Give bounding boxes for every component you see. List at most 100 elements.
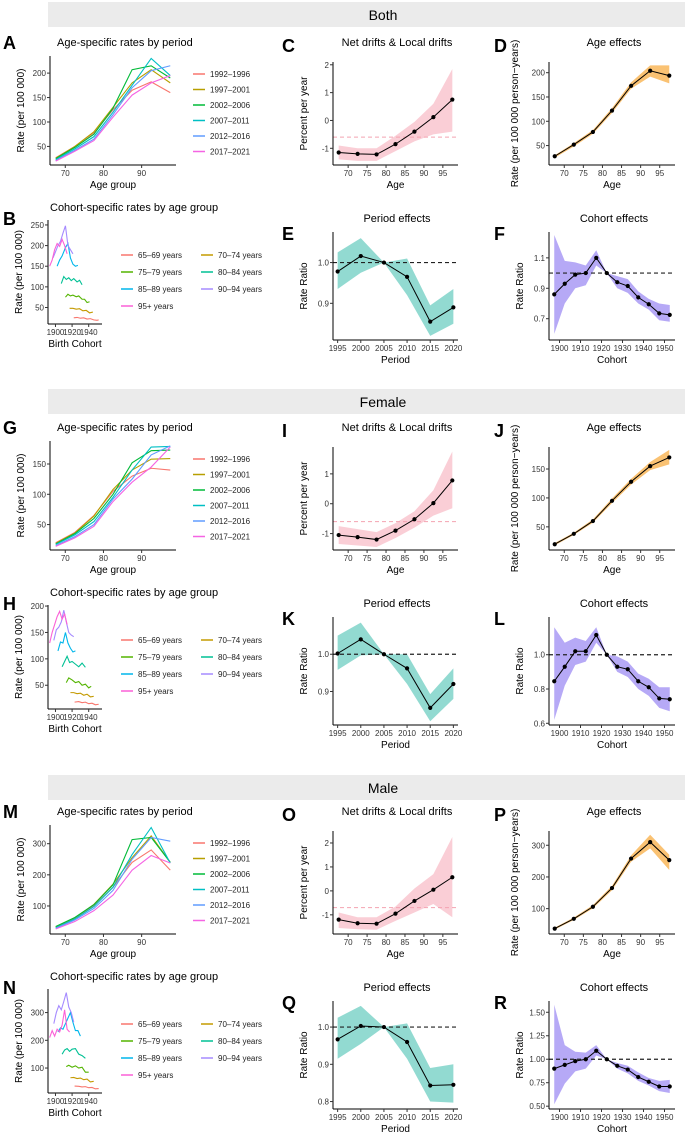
x-axis-label: Age bbox=[387, 180, 405, 191]
legend-item: 2002–2006 bbox=[193, 101, 251, 110]
panel-title: Net drifts & Local drifts bbox=[342, 422, 453, 434]
legend-label: 2007–2011 bbox=[210, 502, 250, 511]
y-tick-label: 0.9 bbox=[318, 299, 330, 308]
y-tick-label: 0.6 bbox=[534, 719, 546, 728]
legend-item: 85–89 years bbox=[121, 670, 182, 679]
y-axis-label: Rate (per 100 000) bbox=[14, 615, 25, 699]
section-header-bar bbox=[48, 2, 685, 27]
estimate-point bbox=[636, 1074, 641, 1080]
estimate-point bbox=[648, 463, 653, 469]
section-header-label: Female bbox=[360, 394, 407, 410]
y-tick-label: 0.75 bbox=[529, 1079, 545, 1088]
estimate-point bbox=[412, 129, 417, 134]
legend-label: 1997–2001 bbox=[210, 86, 251, 95]
legend-label: 2002–2006 bbox=[210, 101, 251, 110]
series-line-5 bbox=[55, 446, 171, 547]
x-tick-label: 90 bbox=[419, 169, 428, 178]
y-axis-label: Percent per year bbox=[299, 76, 310, 151]
x-tick-label: 1995 bbox=[329, 1113, 347, 1122]
legend-item: 2012–2016 bbox=[193, 901, 251, 910]
y-tick-label: 150 bbox=[31, 628, 45, 637]
panel-letter: C bbox=[282, 36, 295, 56]
panel-a: A Age-specific rates by period 70 80 90 50 100… bbox=[3, 33, 251, 191]
series-line-5 bbox=[55, 75, 171, 162]
panel-letter: J bbox=[494, 421, 504, 441]
y-tick-label: 1.0 bbox=[318, 259, 330, 268]
legend-item: 2017–2021 bbox=[193, 533, 251, 542]
estimate-line bbox=[337, 1025, 454, 1087]
series-line-0 bbox=[74, 1085, 99, 1090]
estimate-point bbox=[450, 478, 455, 483]
panel-title: Period effects bbox=[363, 213, 431, 225]
panel-letter: P bbox=[494, 805, 506, 825]
legend-label: 75–79 years bbox=[138, 653, 182, 662]
x-tick-label: 1910 bbox=[572, 1113, 590, 1122]
estimate-point bbox=[625, 1067, 630, 1072]
estimate-line bbox=[554, 70, 670, 157]
panel-letter: A bbox=[3, 33, 16, 53]
legend-label: 2017–2021 bbox=[210, 148, 251, 157]
x-tick-label: 85 bbox=[617, 169, 626, 178]
x-tick-label: 1930 bbox=[614, 344, 632, 353]
estimate-point bbox=[431, 501, 436, 506]
estimate-point bbox=[381, 260, 387, 265]
estimate-point bbox=[609, 885, 615, 891]
legend-item: 2012–2016 bbox=[193, 517, 251, 526]
legend-label: 2012–2016 bbox=[210, 132, 251, 141]
panel-title: Period effects bbox=[363, 982, 431, 994]
estimate-point bbox=[335, 1037, 340, 1042]
estimate-point bbox=[636, 679, 641, 684]
y-tick-label: 100 bbox=[33, 490, 47, 499]
estimate-point bbox=[404, 1039, 410, 1045]
legend-label: 75–79 years bbox=[138, 268, 182, 277]
y-axis-label: Rate Ratio bbox=[515, 1031, 526, 1079]
legend-item: 2017–2021 bbox=[193, 917, 251, 926]
legend-item: 2002–2006 bbox=[193, 870, 251, 879]
panel-letter: F bbox=[494, 224, 505, 244]
panel-title: Age effects bbox=[587, 37, 642, 49]
legend-label: 90–94 years bbox=[218, 1054, 262, 1063]
x-tick-label: 80 bbox=[598, 169, 607, 178]
estimate-point bbox=[562, 281, 567, 286]
y-tick-label: 0.7 bbox=[534, 315, 546, 324]
y-axis-label: Percent per year bbox=[299, 461, 310, 536]
estimate-point bbox=[450, 875, 455, 880]
estimate-point bbox=[552, 1066, 557, 1071]
confidence-band bbox=[554, 834, 670, 930]
legend-label: 70–74 years bbox=[218, 1020, 262, 1029]
estimate-point bbox=[590, 518, 596, 524]
x-tick-label: 1900 bbox=[47, 1097, 65, 1106]
confidence-band bbox=[554, 449, 670, 546]
estimate-point bbox=[628, 479, 634, 484]
legend-item: 65–69 years bbox=[121, 251, 182, 260]
estimate-point bbox=[657, 1084, 662, 1089]
estimate-point bbox=[594, 1048, 599, 1053]
panel-letter: R bbox=[494, 993, 507, 1013]
estimate-point bbox=[358, 253, 363, 259]
x-tick-label: 2000 bbox=[352, 1113, 370, 1122]
y-tick-label: -1 bbox=[322, 530, 330, 539]
y-tick-label: 50 bbox=[37, 142, 46, 151]
x-tick-label: 1910 bbox=[572, 729, 590, 738]
y-axis-label: Rate Ratio bbox=[299, 262, 310, 310]
y-axis-label: Rate (per 100 000) bbox=[16, 69, 27, 153]
legend-label: 1997–2001 bbox=[210, 855, 251, 864]
legend-item: 90–94 years bbox=[201, 670, 262, 679]
series-line-0 bbox=[55, 81, 171, 159]
x-tick-label: 2020 bbox=[444, 1113, 462, 1122]
legend-item: 70–74 years bbox=[201, 251, 262, 260]
x-tick-label: 80 bbox=[598, 938, 607, 947]
x-tick-label: 80 bbox=[99, 938, 108, 947]
x-tick-label: 1930 bbox=[614, 1113, 632, 1122]
legend-item: 2007–2011 bbox=[193, 117, 250, 126]
estimate-point bbox=[628, 83, 634, 88]
legend-label: 95+ years bbox=[138, 687, 173, 696]
y-tick-label: 1.0 bbox=[318, 1023, 330, 1032]
x-axis-label: Birth Cohort bbox=[48, 1108, 102, 1119]
x-axis-label: Period bbox=[381, 355, 410, 366]
x-tick-label: 70 bbox=[61, 554, 70, 563]
y-tick-label: 150 bbox=[33, 94, 47, 103]
legend-item: 95+ years bbox=[121, 1071, 173, 1080]
estimate-point bbox=[590, 129, 596, 135]
y-tick-label: 2 bbox=[325, 61, 330, 70]
